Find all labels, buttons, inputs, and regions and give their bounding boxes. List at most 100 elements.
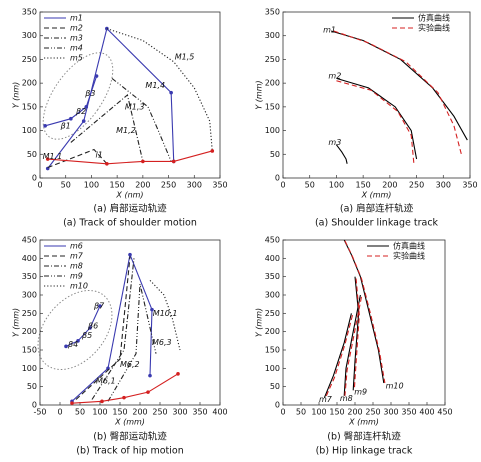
point-marker bbox=[84, 105, 89, 109]
x-tick-label: 250 bbox=[152, 408, 167, 417]
annotation: M1,1 bbox=[43, 152, 63, 161]
x-tick-label: 200 bbox=[382, 181, 397, 190]
x-axis-label: X (mm) bbox=[114, 418, 145, 427]
series-line bbox=[344, 240, 386, 384]
y-tick-label: 300 bbox=[265, 31, 280, 40]
x-axis-label: X (mm) bbox=[348, 418, 379, 427]
x-axis-label: X (nm) bbox=[115, 191, 143, 200]
y-tick-label: 100 bbox=[265, 126, 280, 135]
point-marker bbox=[128, 252, 132, 257]
point-marker bbox=[45, 157, 50, 161]
y-tick-label: 200 bbox=[265, 327, 280, 336]
series-line bbox=[343, 294, 361, 396]
point-marker bbox=[43, 124, 47, 128]
x-axis-label: X (mm) bbox=[361, 191, 392, 200]
x-tick-label: 0 bbox=[280, 181, 285, 190]
x-tick-label: 50 bbox=[61, 181, 71, 190]
inset-outline bbox=[37, 290, 113, 370]
y-tick-label: 450 bbox=[265, 236, 280, 245]
x-tick-label: 100 bbox=[92, 408, 107, 417]
x-tick-label: -50 bbox=[33, 408, 46, 417]
y-tick-label: 200 bbox=[265, 79, 280, 88]
y-axis-label: Y (nm) bbox=[12, 82, 21, 109]
annotation: β3 bbox=[84, 89, 95, 98]
y-tick-label: 450 bbox=[22, 236, 37, 245]
series-line bbox=[324, 315, 354, 398]
y-tick-label: 300 bbox=[265, 291, 280, 300]
annotation: β2 bbox=[75, 107, 86, 116]
legend-label: m9 bbox=[70, 272, 83, 281]
y-tick-label: 250 bbox=[22, 55, 37, 64]
y-tick-label: 0 bbox=[275, 174, 280, 183]
series-line bbox=[323, 313, 352, 398]
caption-english: (b) Track of hip motion bbox=[76, 446, 184, 457]
legend-label: m6 bbox=[70, 242, 83, 251]
x-tick-label: 0 bbox=[57, 408, 62, 417]
x-tick-label: 250 bbox=[409, 181, 424, 190]
y-tick-label: 250 bbox=[265, 309, 280, 318]
point-marker bbox=[64, 344, 68, 349]
inset-outline bbox=[42, 52, 114, 140]
x-tick-label: 200 bbox=[347, 408, 362, 417]
legend-label: m5 bbox=[70, 54, 83, 63]
y-tick-label: 100 bbox=[265, 364, 280, 373]
x-tick-label: 300 bbox=[436, 181, 451, 190]
point-marker bbox=[169, 90, 173, 95]
point-marker bbox=[171, 159, 176, 164]
legend-label: m4 bbox=[70, 44, 83, 53]
y-tick-label: 0 bbox=[32, 401, 37, 410]
plot-frame bbox=[39, 11, 221, 179]
y-tick-label: 100 bbox=[22, 126, 37, 135]
y-tick-label: 400 bbox=[265, 254, 280, 263]
x-tick-label: 100 bbox=[84, 181, 99, 190]
annotation: M1,3 bbox=[125, 102, 145, 111]
legend-label: m8 bbox=[70, 262, 83, 271]
annotation: M1,2 bbox=[116, 126, 136, 135]
point-marker bbox=[148, 373, 152, 378]
caption: (b) 臀部连杆轨迹 bbox=[327, 431, 401, 443]
y-tick-label: 350 bbox=[22, 272, 37, 281]
x-tick-label: 150 bbox=[329, 408, 344, 417]
x-tick-label: 50 bbox=[296, 408, 306, 417]
y-tick-label: 0 bbox=[275, 401, 280, 410]
x-tick-label: 350 bbox=[212, 181, 227, 190]
point-marker bbox=[88, 326, 92, 330]
y-tick-label: 250 bbox=[22, 309, 37, 318]
x-tick-label: 300 bbox=[172, 408, 187, 417]
y-tick-label: 350 bbox=[265, 272, 280, 281]
point-marker bbox=[105, 26, 109, 31]
annotation: M1,5 bbox=[175, 53, 195, 62]
y-tick-label: 50 bbox=[27, 382, 37, 391]
y-tick-label: 150 bbox=[265, 346, 280, 355]
annotation: l1 bbox=[96, 151, 103, 160]
x-tick-label: 150 bbox=[112, 408, 127, 417]
point-marker bbox=[146, 390, 150, 394]
caption-english: (a) Track of shoulder motion bbox=[63, 218, 197, 229]
point-marker bbox=[81, 119, 86, 123]
annotation: M1,4 bbox=[145, 81, 165, 90]
caption: (a) 肩部运动轨迹 bbox=[93, 203, 167, 215]
annotation: m3 bbox=[328, 138, 341, 147]
annotation: β5 bbox=[81, 331, 92, 340]
series-line bbox=[47, 148, 108, 169]
y-tick-label: 50 bbox=[270, 150, 280, 159]
y-tick-label: 50 bbox=[270, 382, 280, 391]
annotation: M10,1 bbox=[153, 309, 178, 318]
x-tick-label: 400 bbox=[419, 408, 434, 417]
series-line bbox=[47, 27, 175, 169]
x-tick-label: 400 bbox=[212, 408, 227, 417]
x-tick-label: 450 bbox=[437, 408, 452, 417]
series-line bbox=[352, 276, 360, 391]
y-axis-label: Y (mm) bbox=[255, 80, 264, 109]
y-tick-label: 400 bbox=[22, 254, 37, 263]
y-tick-label: 0 bbox=[32, 174, 37, 183]
point-marker bbox=[94, 74, 99, 78]
x-tick-label: 350 bbox=[401, 408, 416, 417]
series-line bbox=[65, 305, 101, 347]
legend-label: m10 bbox=[70, 282, 88, 291]
y-tick-label: 150 bbox=[22, 102, 37, 111]
caption: (a) 肩部连杆轨迹 bbox=[340, 203, 414, 215]
x-tick-label: 50 bbox=[305, 181, 315, 190]
annotation: M6,2 bbox=[120, 360, 140, 369]
x-tick-label: 0 bbox=[280, 408, 285, 417]
